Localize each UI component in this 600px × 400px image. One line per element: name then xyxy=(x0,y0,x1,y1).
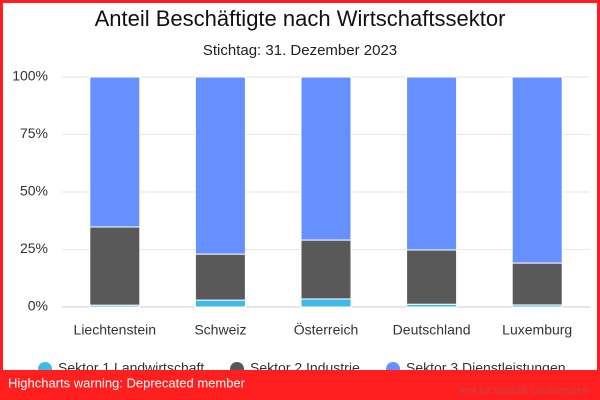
bar-segment xyxy=(194,253,246,301)
bar-segment xyxy=(194,76,246,255)
bar-segment xyxy=(300,76,352,241)
bar-segment xyxy=(300,298,352,308)
chart-title: Anteil Beschäftigte nach Wirtschaftssekt… xyxy=(95,6,506,31)
bar-segment xyxy=(406,76,458,251)
y-tick-label: 50% xyxy=(20,183,48,199)
y-tick-label: 0% xyxy=(28,298,48,314)
y-tick-label: 25% xyxy=(20,240,48,256)
x-tick-label: Luxemburg xyxy=(502,322,572,338)
y-tick-label: 100% xyxy=(12,68,48,84)
x-tick-label: Liechtenstein xyxy=(74,322,157,338)
bar-segment xyxy=(406,249,458,305)
x-tick-label: Deutschland xyxy=(393,322,471,338)
bar-segment xyxy=(300,239,352,300)
bar-segment xyxy=(89,76,141,228)
y-tick-label: 75% xyxy=(20,125,48,141)
warning-text: Highcharts warning: Deprecated member xyxy=(8,375,246,390)
credits: Amt für Statistik Liechtenstein xyxy=(458,386,590,397)
chart-subtitle: Stichtag: 31. Dezember 2023 xyxy=(203,42,397,59)
bar-segment xyxy=(89,226,141,306)
bar-segment xyxy=(511,262,563,306)
x-tick-label: Österreich xyxy=(294,321,359,338)
x-tick-label: Schweiz xyxy=(194,322,246,338)
warning-bar xyxy=(0,370,600,397)
bar-segment xyxy=(194,299,246,308)
bar-segment xyxy=(511,76,563,264)
